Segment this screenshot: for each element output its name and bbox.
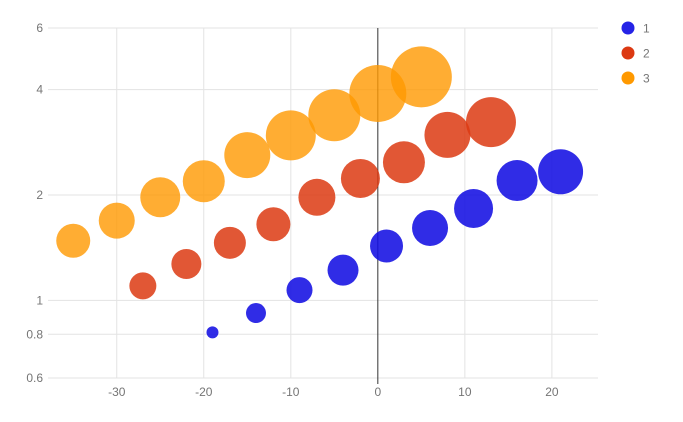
bubble-series-2[interactable] (171, 249, 202, 280)
bubble-series-1[interactable] (454, 188, 494, 228)
bubble-series-2[interactable] (382, 141, 425, 184)
y-tick-label: 0.8 (26, 327, 43, 341)
y-tick-label: 1 (36, 293, 43, 307)
legend-dot-icon (621, 21, 635, 35)
bubble-series-3[interactable] (308, 89, 361, 142)
y-tick-label: 6 (36, 21, 43, 35)
bubble-series-3[interactable] (265, 110, 316, 161)
bubble-series-2[interactable] (424, 111, 471, 158)
bubble-series-3[interactable] (140, 177, 181, 218)
bubble-series-1[interactable] (327, 254, 359, 286)
bubble-series-2[interactable] (340, 158, 380, 198)
x-tick-label: -30 (108, 385, 126, 399)
x-tick-label: 20 (545, 385, 559, 399)
bubble-series-2[interactable] (213, 226, 246, 259)
bubble-series-3[interactable] (182, 160, 225, 203)
bubble-series-1[interactable] (245, 303, 266, 324)
bubble-series-2[interactable] (465, 97, 516, 148)
bubble-series-1[interactable] (286, 277, 313, 304)
bubble-series-1[interactable] (206, 326, 219, 339)
bubble-series-3[interactable] (390, 46, 452, 108)
x-tick-label: -20 (195, 385, 213, 399)
legend-dot-icon (621, 71, 635, 85)
bubble-series-1[interactable] (496, 160, 538, 202)
legend-item-label: 1 (643, 22, 650, 36)
y-tick-label: 4 (36, 83, 43, 97)
bubble-series-3[interactable] (98, 202, 135, 239)
legend-item-label: 2 (643, 47, 650, 61)
y-tick-label: 0.6 (26, 371, 43, 385)
x-tick-label: 10 (458, 385, 472, 399)
bubble-series-1[interactable] (412, 209, 449, 246)
legend-dot-icon (621, 46, 635, 60)
bubble-series-1[interactable] (538, 149, 584, 195)
x-tick-label: -10 (282, 385, 300, 399)
y-tick-label: 2 (36, 188, 43, 202)
bubble-series-2[interactable] (129, 272, 157, 300)
bubble-series-2[interactable] (298, 178, 336, 216)
legend-item-label: 3 (643, 72, 650, 86)
bubble-series-3[interactable] (224, 132, 271, 179)
bubble-series-3[interactable] (56, 223, 91, 258)
bubble-series-2[interactable] (256, 207, 291, 242)
x-tick-label: 0 (374, 385, 381, 399)
bubble-series-1[interactable] (370, 229, 404, 263)
